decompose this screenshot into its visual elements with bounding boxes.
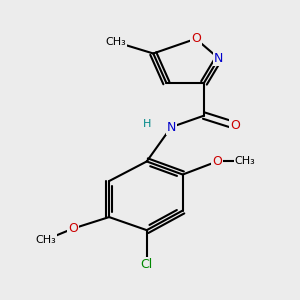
Text: H: H	[142, 119, 151, 129]
Text: N: N	[167, 121, 176, 134]
Text: Cl: Cl	[141, 258, 153, 271]
Text: CH₃: CH₃	[235, 157, 255, 166]
Text: CH₃: CH₃	[35, 235, 56, 245]
Text: N: N	[214, 52, 224, 65]
Text: CH₃: CH₃	[105, 37, 126, 47]
Text: O: O	[191, 32, 201, 45]
Text: O: O	[212, 155, 222, 168]
Text: O: O	[68, 222, 78, 235]
Text: O: O	[230, 119, 240, 132]
